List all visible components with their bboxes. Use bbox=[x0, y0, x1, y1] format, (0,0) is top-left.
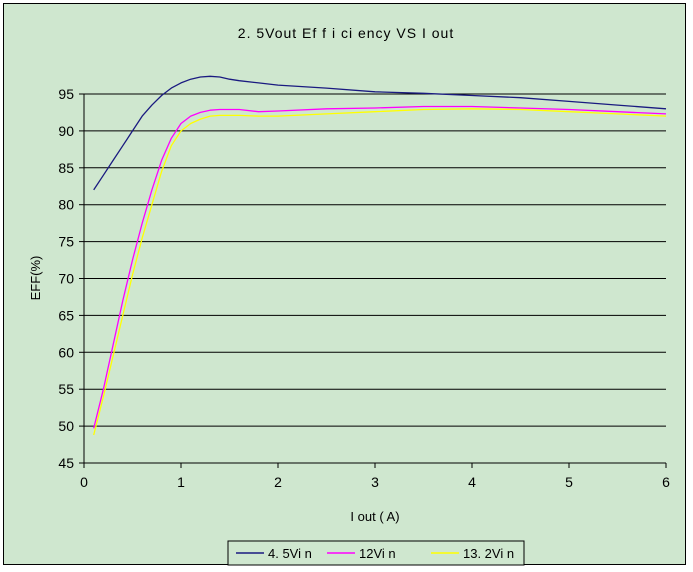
x-axis-label: I out ( A) bbox=[350, 509, 399, 524]
chart-title: 2. 5Vout Ef f i ci ency VS I out bbox=[238, 25, 454, 41]
legend-box bbox=[227, 540, 525, 566]
series-line-3 bbox=[93, 108, 667, 436]
x-tick-label-6: 6 bbox=[662, 474, 670, 490]
y-tick-label-70: 70 bbox=[58, 271, 74, 287]
y-tick-label-55: 55 bbox=[58, 381, 74, 397]
y-tick-labels: 45 50 55 60 65 70 75 80 85 90 95 bbox=[58, 86, 84, 471]
legend: 4. 5Vi n 12Vi n 13. 2Vi n bbox=[227, 540, 525, 566]
x-tick-label-1: 1 bbox=[177, 474, 185, 490]
legend-label-2: 12Vi n bbox=[359, 546, 396, 561]
grid-lines bbox=[84, 93, 666, 427]
series-line-2 bbox=[93, 105, 667, 429]
y-tick-label-80: 80 bbox=[58, 197, 74, 213]
x-tick-label-2: 2 bbox=[274, 474, 282, 490]
x-tick-label-5: 5 bbox=[565, 474, 573, 490]
series-lines bbox=[93, 75, 667, 436]
x-tick-labels: 0 1 2 3 4 5 6 bbox=[80, 463, 670, 490]
x-tick-label-0: 0 bbox=[80, 474, 88, 490]
y-tick-label-95: 95 bbox=[58, 86, 74, 102]
legend-label-3: 13. 2Vi n bbox=[463, 546, 514, 561]
y-tick-label-50: 50 bbox=[58, 418, 74, 434]
y-tick-label-75: 75 bbox=[58, 234, 74, 250]
y-tick-label-65: 65 bbox=[58, 307, 74, 323]
x-tick-label-3: 3 bbox=[371, 474, 379, 490]
series-line-1 bbox=[93, 75, 667, 191]
legend-label-1: 4. 5Vi n bbox=[268, 546, 312, 561]
y-axis-label: EFF(%) bbox=[28, 256, 43, 301]
y-tick-label-85: 85 bbox=[58, 160, 74, 176]
y-tick-label-60: 60 bbox=[58, 344, 74, 360]
y-tick-label-45: 45 bbox=[58, 455, 74, 471]
y-tick-label-90: 90 bbox=[58, 123, 74, 139]
x-tick-label-4: 4 bbox=[468, 474, 476, 490]
